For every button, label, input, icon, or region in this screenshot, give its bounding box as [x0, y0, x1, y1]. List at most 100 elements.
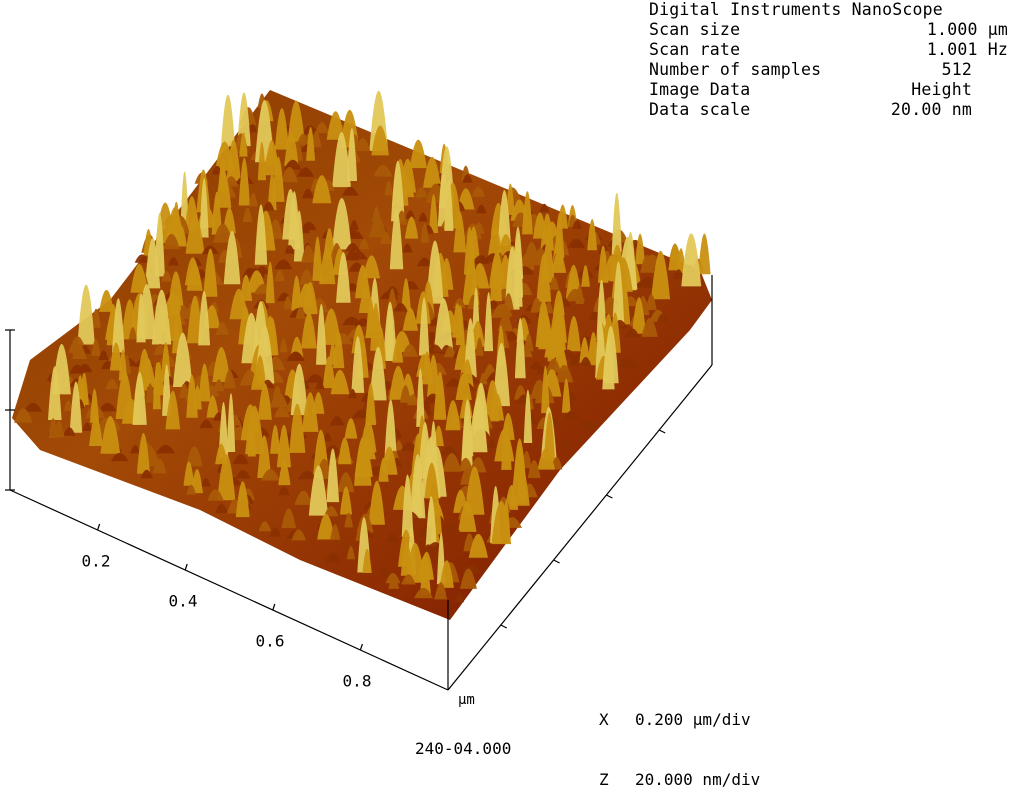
x-tick-label-0.6: 0.6 — [255, 631, 285, 651]
surface-spike — [332, 198, 352, 250]
surface-spike — [569, 357, 579, 366]
surface-spike — [238, 157, 250, 206]
surface-spike — [698, 233, 711, 275]
surface-spike — [373, 165, 393, 177]
surface-spike — [302, 188, 314, 199]
surface-spike — [291, 529, 306, 541]
image-id-footer: 240-04.000 — [415, 739, 512, 758]
surface-spike — [453, 211, 467, 253]
surface-spike — [163, 233, 180, 250]
surface-spike — [368, 217, 388, 238]
axis-unit-label: µm — [458, 692, 475, 708]
x-axis-tick — [272, 603, 276, 611]
surface-spike — [308, 465, 329, 516]
surface-spike — [140, 469, 153, 479]
surface-spike — [433, 298, 454, 353]
surface-spike — [144, 238, 161, 289]
surface-spike — [152, 458, 167, 474]
surface-spike — [172, 332, 193, 387]
surface-spike — [458, 501, 477, 532]
surface-spike — [355, 138, 371, 152]
surface-spike — [242, 207, 253, 222]
surface-spike — [612, 261, 625, 326]
surface-spike — [423, 156, 442, 188]
data-scale-label: Data scale — [649, 100, 751, 119]
surface-spike — [200, 478, 211, 487]
surface-spike — [539, 203, 550, 213]
surface-spike — [132, 372, 147, 425]
surface-spike — [407, 394, 420, 406]
surface-spike — [651, 250, 671, 300]
surface-spike — [490, 256, 502, 302]
surface-spike — [389, 534, 399, 543]
x-scale-axis: X — [599, 710, 609, 729]
surface-spike — [213, 379, 225, 392]
surface-spike — [401, 278, 411, 311]
surface-spike — [345, 242, 361, 252]
surface-peaks — [14, 90, 711, 603]
surface-spike — [301, 392, 319, 432]
surface-spike — [290, 363, 308, 416]
surface-spike — [378, 457, 389, 482]
surface-spike — [399, 385, 411, 403]
surface-spike — [152, 362, 161, 410]
surface-spike — [232, 454, 249, 465]
surface-spike — [471, 186, 485, 197]
scan-size-label: Scan size — [649, 20, 741, 39]
surface-spike — [442, 453, 462, 472]
surface-spike — [317, 513, 335, 540]
surface-spike — [492, 342, 510, 407]
surface-spike — [551, 251, 567, 273]
surface-spike — [401, 474, 414, 537]
surface-spike — [220, 94, 236, 151]
surface-spike — [301, 312, 317, 349]
z-scale-value: 20.000 nm/div — [635, 770, 761, 789]
surface-spike — [346, 230, 364, 239]
surface-spike — [476, 204, 487, 214]
surface-spike — [440, 446, 458, 456]
surface-spike — [110, 452, 129, 462]
surface-spike — [248, 192, 258, 207]
surface-spike — [325, 552, 342, 563]
surface-spike — [332, 132, 351, 188]
surface-spike — [368, 480, 385, 525]
image-data-label: Image Data — [649, 80, 751, 99]
surface-spike — [105, 378, 119, 390]
surface-spike — [315, 380, 325, 390]
surface-spike — [217, 453, 236, 501]
surface-spike — [48, 418, 58, 439]
surface-spike — [226, 139, 241, 181]
surface-spike — [251, 368, 267, 390]
surface-spike — [98, 402, 117, 412]
surface-spike — [348, 388, 357, 399]
surface-spike — [91, 308, 101, 328]
samples-label: Number of samples — [649, 60, 822, 79]
scan-rate-value: 1.001 Hz — [926, 40, 1008, 59]
surface-spike — [276, 424, 291, 468]
surface-spike — [326, 111, 345, 140]
surface-spike — [434, 585, 448, 600]
surface-spike — [263, 201, 275, 211]
surface-spike — [109, 342, 123, 371]
surface-spike — [237, 92, 251, 147]
surface-spike — [69, 381, 83, 433]
z-scale-row: Z 20.000 nm/div — [599, 770, 760, 790]
surface-spike — [359, 239, 370, 250]
axis-ticks — [97, 429, 666, 651]
surface-spike — [354, 437, 372, 486]
surface-spike — [393, 303, 408, 312]
surface-spike — [346, 128, 358, 181]
surface-spike — [283, 296, 293, 310]
surface-spike — [404, 216, 419, 239]
y-axis-tick — [553, 559, 560, 564]
surface-spike — [329, 416, 345, 426]
surface-spike — [23, 402, 43, 412]
surface-spike — [199, 178, 209, 238]
axis-scale-legend: X 0.200 µm/div Z 20.000 nm/div — [599, 670, 760, 810]
surface-spike — [186, 263, 203, 291]
surface-spike — [199, 419, 214, 429]
surface-spike — [641, 318, 658, 337]
surface-spike — [455, 304, 465, 346]
surface-spike — [145, 383, 155, 403]
surface-spike — [537, 447, 555, 470]
